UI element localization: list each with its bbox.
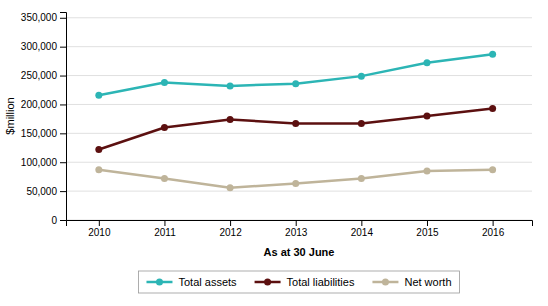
grid-line <box>66 162 532 163</box>
series-marker <box>489 105 496 112</box>
x-tick-label: 2010 <box>88 227 111 238</box>
y-tick-label: 50,000 <box>26 186 57 197</box>
x-axis: 2010 2011 2012 2013 2014 2015 2016 <box>67 220 533 238</box>
grid-line <box>66 75 532 76</box>
x-tick: 2012 <box>219 220 242 238</box>
grid-line <box>66 17 532 18</box>
y-axis-line <box>60 13 67 221</box>
series-line <box>99 170 493 188</box>
y-tick: 50,000 <box>26 186 66 197</box>
y-tick: 200,000 <box>21 99 66 110</box>
y-tick: 350,000 <box>21 12 66 23</box>
series-line <box>99 54 493 95</box>
x-tick-mark <box>361 220 362 226</box>
x-tick-mark <box>230 220 231 226</box>
x-tick-label: 2013 <box>285 227 308 238</box>
y-tick-mark <box>60 76 66 77</box>
chart: 2010 2011 2012 2013 2014 2015 2016 0 50,000 100,0… <box>0 0 548 306</box>
y-tick-mark <box>60 47 66 48</box>
y-tick-label: 250,000 <box>21 70 58 81</box>
series-marker <box>161 79 168 86</box>
grid-line <box>66 133 532 134</box>
legend-marker <box>264 279 271 286</box>
x-tick-mark <box>99 220 100 226</box>
x-tick-label: 2015 <box>416 227 439 238</box>
x-axis-title: As at 30 June <box>264 246 335 258</box>
legend-entry: Total liabilities <box>255 276 355 288</box>
y-tick-label: 150,000 <box>21 128 58 139</box>
y-tick-label: 300,000 <box>21 41 58 52</box>
legend: Total assets Total liabilities Net worth <box>138 271 459 293</box>
y-tick-mark <box>60 162 66 163</box>
legend-entry: Total assets <box>146 276 237 288</box>
x-tick: 2013 <box>285 220 308 238</box>
legend-label: Total liabilities <box>287 276 355 288</box>
x-tick: 2011 <box>154 220 176 238</box>
series-marker <box>161 124 168 131</box>
y-tick-mark <box>60 220 66 221</box>
x-tick-label: 2016 <box>482 227 505 238</box>
legend-entry: Net worth <box>372 276 451 288</box>
x-tick-label: 2011 <box>154 227 176 238</box>
series-marker <box>227 116 234 123</box>
y-tick: 250,000 <box>21 70 66 81</box>
series-marker <box>358 175 365 182</box>
legend-label: Net worth <box>404 276 451 288</box>
grid-line <box>66 104 532 105</box>
x-tick-mark <box>427 220 428 226</box>
x-tick-mark <box>493 220 494 226</box>
x-tick: 2015 <box>416 220 439 238</box>
y-axis-title: $million <box>4 97 16 134</box>
chart-container: 2010 2011 2012 2013 2014 2015 2016 0 50,000 100,0… <box>0 0 548 306</box>
y-tick: 150,000 <box>21 128 66 139</box>
y-tick: 0 <box>51 215 66 226</box>
x-tick-mark <box>296 220 297 226</box>
legend-frame <box>138 271 459 293</box>
y-tick-label: 350,000 <box>21 12 58 23</box>
plot-area <box>95 51 496 191</box>
series-marker <box>95 166 102 173</box>
y-axis: 0 50,000 100,000 150,000 200,000 250,000 300,0… <box>21 12 67 225</box>
series-marker <box>227 82 234 89</box>
legend-marker <box>382 279 389 286</box>
y-tick-mark <box>60 18 66 19</box>
series-marker <box>227 184 234 191</box>
x-tick-label: 2014 <box>351 227 374 238</box>
y-tick-label: 0 <box>51 215 57 226</box>
legend-label: Total assets <box>178 276 237 288</box>
series-marker <box>423 113 430 120</box>
x-tick: 2014 <box>351 220 374 238</box>
series-marker <box>161 175 168 182</box>
x-tick: 2010 <box>88 220 111 238</box>
series-marker <box>358 120 365 127</box>
y-tick-mark <box>60 191 66 192</box>
series-marker <box>95 92 102 99</box>
series-marker <box>489 51 496 58</box>
series-marker <box>423 167 430 174</box>
legend-marker <box>156 279 163 286</box>
x-tick-label: 2012 <box>219 227 242 238</box>
y-tick-mark <box>60 104 66 105</box>
grid <box>66 18 532 220</box>
x-tick-mark <box>164 220 165 226</box>
y-tick-label: 100,000 <box>21 157 58 168</box>
grid-line <box>66 191 532 192</box>
y-tick: 100,000 <box>21 157 66 168</box>
grid-line <box>66 46 532 47</box>
series-marker <box>95 146 102 153</box>
x-axis-line <box>67 221 533 227</box>
x-tick: 2016 <box>482 220 505 238</box>
series-marker <box>423 59 430 66</box>
y-tick: 300,000 <box>21 41 66 52</box>
series-marker <box>489 166 496 173</box>
series-marker <box>292 180 299 187</box>
series-marker <box>292 80 299 87</box>
series-marker <box>292 120 299 127</box>
series-line <box>99 108 493 149</box>
y-tick-label: 200,000 <box>21 99 58 110</box>
series-marker <box>358 73 365 80</box>
y-tick-mark <box>60 133 66 134</box>
